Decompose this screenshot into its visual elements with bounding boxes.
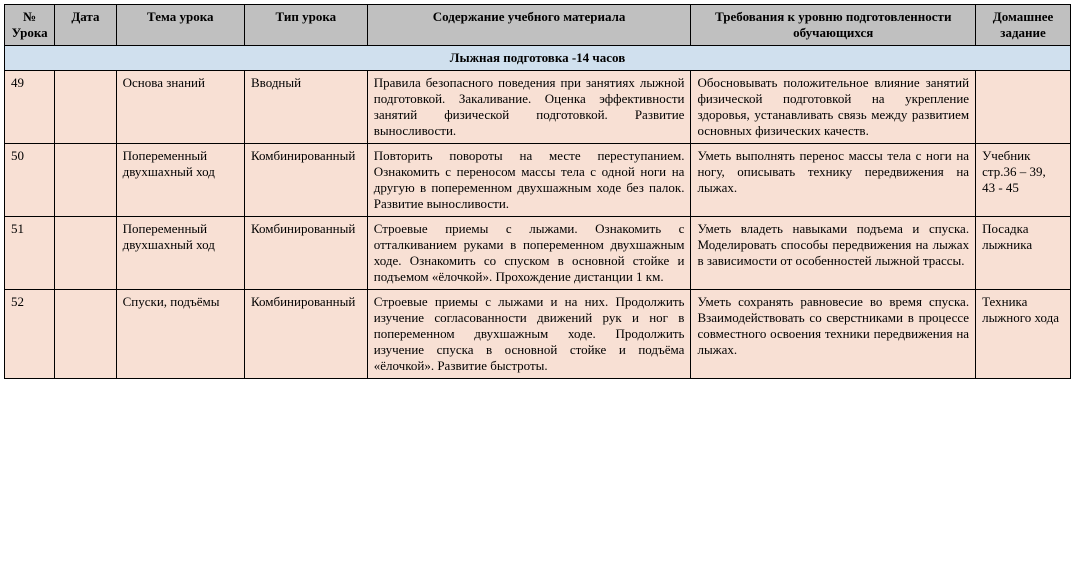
cell-requirements: Уметь сохранять равновесие во время спус… <box>691 290 976 379</box>
cell-num: 52 <box>5 290 55 379</box>
cell-homework: Учебник стр.36 – 39, 43 - 45 <box>976 144 1071 217</box>
cell-requirements: Обосновывать положительное влияние занят… <box>691 71 976 144</box>
section-title: Лыжная подготовка -14 часов <box>5 46 1071 71</box>
cell-homework <box>976 71 1071 144</box>
curriculum-table: № Урока Дата Тема урока Тип урока Содерж… <box>4 4 1071 379</box>
cell-date <box>55 71 116 144</box>
section-header-row: Лыжная подготовка -14 часов <box>5 46 1071 71</box>
cell-type: Комбинированный <box>244 290 367 379</box>
cell-type: Комбинированный <box>244 144 367 217</box>
cell-topic: Попеременный двухшахный ход <box>116 144 244 217</box>
cell-content: Правила безопасного поведения при заняти… <box>367 71 691 144</box>
cell-homework: Техника лыжного хода <box>976 290 1071 379</box>
cell-content: Строевые приемы с лыжами. Ознакомить с о… <box>367 217 691 290</box>
table-body: Лыжная подготовка -14 часов 49 Основа зна… <box>5 46 1071 379</box>
header-homework: Домашнее задание <box>976 5 1071 46</box>
table-row: 49 Основа знанийВводныйПравила безопасног… <box>5 71 1071 144</box>
cell-date <box>55 144 116 217</box>
cell-content: Строевые приемы с лыжами и на них. Продо… <box>367 290 691 379</box>
cell-date <box>55 290 116 379</box>
header-num: № Урока <box>5 5 55 46</box>
cell-num: 50 <box>5 144 55 217</box>
header-row: № Урока Дата Тема урока Тип урока Содерж… <box>5 5 1071 46</box>
cell-topic: Попеременный двухшахный ход <box>116 217 244 290</box>
table-row: 50 Попеременный двухшахный ходКомбинирова… <box>5 144 1071 217</box>
table-row: 51 Попеременный двухшахный ходКомбинирова… <box>5 217 1071 290</box>
cell-topic: Основа знаний <box>116 71 244 144</box>
table-row: 52 Спуски, подъёмыКомбинированныйСтроевые… <box>5 290 1071 379</box>
cell-topic: Спуски, подъёмы <box>116 290 244 379</box>
cell-homework: Посадка лыжника <box>976 217 1071 290</box>
header-content: Содержание учебного материала <box>367 5 691 46</box>
cell-num: 49 <box>5 71 55 144</box>
cell-type: Комбинированный <box>244 217 367 290</box>
cell-requirements: Уметь владеть навыками подъема и спуска.… <box>691 217 976 290</box>
header-type: Тип урока <box>244 5 367 46</box>
cell-type: Вводный <box>244 71 367 144</box>
cell-content: Повторить повороты на месте переступание… <box>367 144 691 217</box>
cell-requirements: Уметь выполнять перенос массы тела с ног… <box>691 144 976 217</box>
cell-date <box>55 217 116 290</box>
header-topic: Тема урока <box>116 5 244 46</box>
header-date: Дата <box>55 5 116 46</box>
header-requirements: Требования к уровню подготовленности обу… <box>691 5 976 46</box>
cell-num: 51 <box>5 217 55 290</box>
